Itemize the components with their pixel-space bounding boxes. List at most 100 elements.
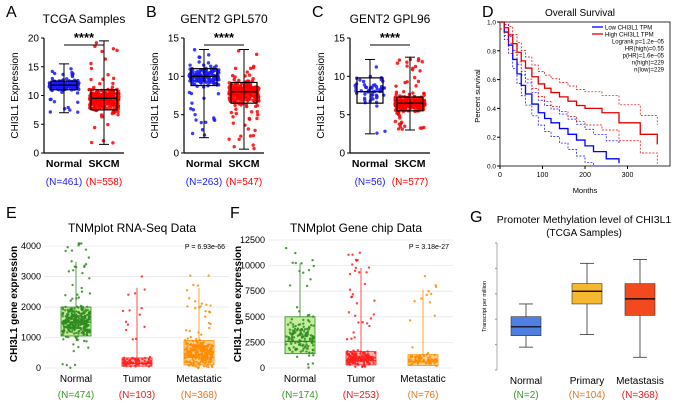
sample-count: (N=174) bbox=[282, 390, 318, 401]
data-point bbox=[84, 308, 87, 311]
data-point bbox=[405, 64, 409, 68]
data-point bbox=[62, 107, 67, 111]
data-point bbox=[256, 113, 260, 117]
data-point bbox=[423, 274, 427, 278]
data-point bbox=[66, 335, 70, 339]
data-point bbox=[396, 127, 401, 131]
data-point bbox=[232, 145, 236, 149]
data-point bbox=[309, 334, 312, 337]
x-tick-label: Normal bbox=[186, 158, 222, 170]
data-point bbox=[196, 348, 199, 351]
data-point bbox=[186, 352, 189, 355]
data-point bbox=[375, 87, 379, 91]
data-point bbox=[124, 320, 128, 324]
data-point bbox=[67, 270, 71, 273]
data-point bbox=[292, 346, 295, 349]
data-point bbox=[111, 81, 115, 86]
data-point bbox=[77, 316, 81, 320]
data-point bbox=[418, 355, 422, 359]
data-point bbox=[61, 311, 65, 315]
data-point bbox=[291, 350, 294, 354]
data-point bbox=[312, 354, 315, 357]
data-point bbox=[302, 325, 305, 329]
data-point bbox=[69, 366, 72, 369]
data-point bbox=[404, 104, 408, 109]
data-point bbox=[420, 297, 423, 300]
data-point bbox=[79, 322, 83, 326]
data-point bbox=[73, 307, 76, 310]
data-point bbox=[198, 55, 202, 59]
data-point bbox=[236, 83, 240, 87]
data-point bbox=[72, 343, 75, 346]
y-tick-label: 10 bbox=[334, 72, 346, 83]
significance-stars: **** bbox=[74, 30, 95, 45]
x-tick-label: SKCM bbox=[395, 158, 426, 170]
data-point bbox=[64, 335, 68, 338]
data-point bbox=[403, 97, 407, 102]
data-point bbox=[69, 299, 72, 302]
data-point bbox=[87, 87, 92, 92]
data-point bbox=[101, 138, 106, 143]
data-point bbox=[88, 313, 91, 316]
data-point bbox=[106, 122, 110, 127]
data-point bbox=[351, 293, 355, 296]
data-point bbox=[147, 357, 151, 361]
data-point bbox=[196, 69, 200, 74]
sample-count: (N=577) bbox=[392, 177, 428, 188]
data-point bbox=[355, 302, 359, 305]
data-point bbox=[394, 84, 398, 88]
data-point bbox=[49, 97, 53, 102]
data-point bbox=[195, 365, 198, 368]
data-point bbox=[427, 290, 430, 293]
data-point bbox=[411, 66, 415, 70]
panel-letter: C bbox=[312, 4, 324, 21]
data-point bbox=[363, 354, 366, 357]
data-point bbox=[255, 110, 259, 114]
data-point bbox=[300, 335, 304, 338]
data-point bbox=[121, 309, 125, 313]
data-point bbox=[420, 59, 424, 64]
data-point bbox=[412, 99, 416, 103]
data-point bbox=[66, 327, 70, 330]
data-point bbox=[204, 120, 208, 124]
data-point bbox=[122, 356, 126, 360]
data-point bbox=[111, 76, 116, 81]
data-point bbox=[199, 81, 203, 85]
x-tick-label: Normal bbox=[352, 158, 388, 170]
data-point bbox=[185, 329, 188, 332]
data-point bbox=[348, 288, 352, 291]
sample-count: (N=253) bbox=[343, 390, 379, 401]
data-point bbox=[302, 271, 305, 274]
data-point bbox=[234, 111, 238, 116]
data-point bbox=[410, 362, 414, 366]
data-point bbox=[351, 263, 354, 266]
data-point bbox=[305, 327, 309, 331]
data-point bbox=[185, 289, 189, 292]
data-point bbox=[289, 342, 293, 346]
data-point bbox=[185, 359, 188, 363]
x-tick-label: Tumor bbox=[123, 374, 152, 385]
stat-text: p(HR)=1.6e−05 bbox=[623, 54, 665, 60]
data-point bbox=[295, 355, 299, 359]
data-point bbox=[419, 105, 423, 110]
data-point bbox=[424, 362, 428, 365]
data-point bbox=[235, 86, 239, 90]
data-point bbox=[72, 314, 76, 317]
box bbox=[396, 96, 424, 112]
data-point bbox=[248, 134, 253, 138]
data-point bbox=[124, 328, 128, 332]
data-point bbox=[433, 358, 436, 361]
data-point bbox=[311, 348, 315, 352]
data-point bbox=[86, 324, 89, 327]
data-point bbox=[379, 87, 383, 91]
data-point bbox=[76, 322, 79, 326]
x-tick-label: SKCM bbox=[229, 158, 260, 170]
data-point bbox=[202, 341, 206, 344]
data-point bbox=[196, 284, 200, 287]
data-point bbox=[312, 315, 315, 318]
data-point bbox=[352, 355, 356, 358]
data-point bbox=[125, 364, 128, 367]
sample-count: (N=474) bbox=[58, 390, 94, 401]
data-point bbox=[95, 105, 100, 109]
data-point bbox=[250, 79, 255, 83]
